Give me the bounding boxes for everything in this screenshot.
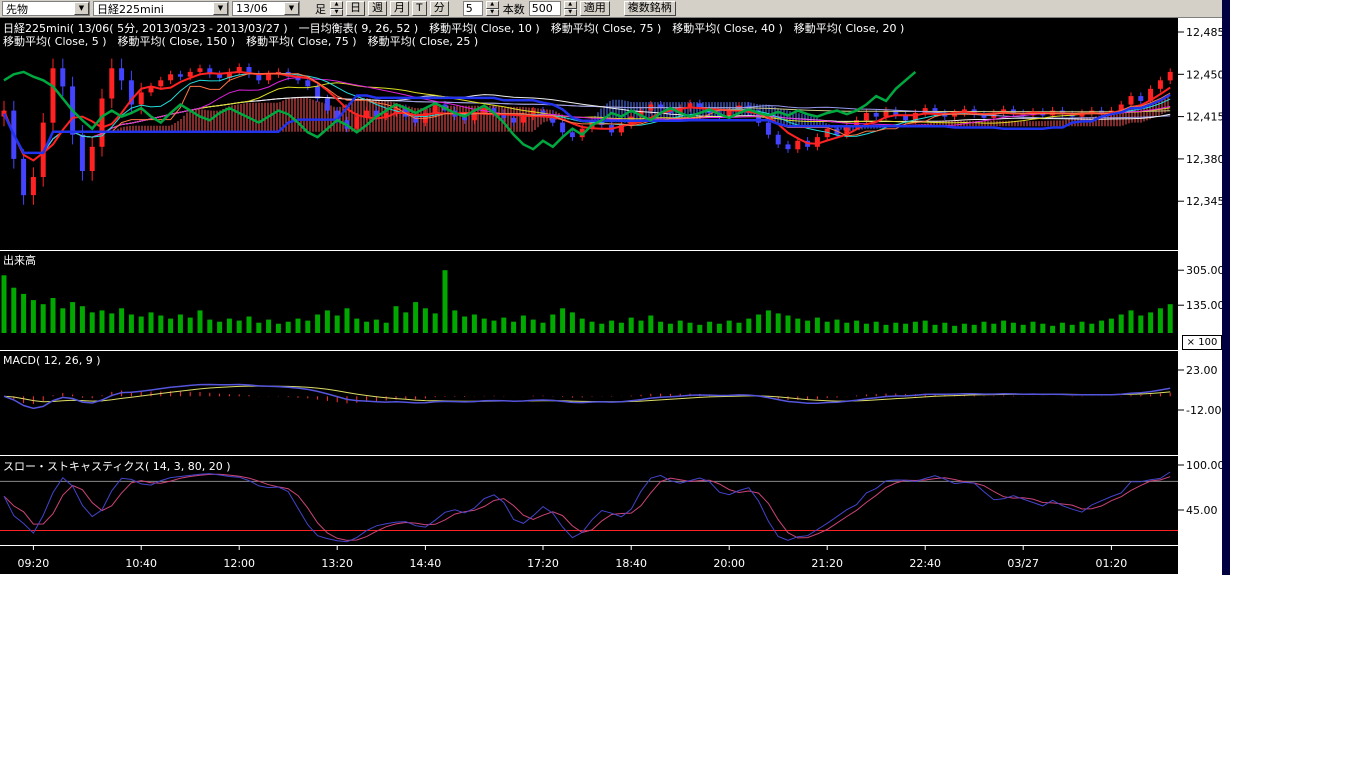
axis-label: 12,450 [1186,68,1222,81]
volume-bars [1,270,1173,333]
spinner-down-icon[interactable]: ▼ [563,8,577,16]
contract-select-value: 13/06 [236,2,268,15]
time-axis-label: 12:00 [223,557,255,570]
axis-label: 45.00 [1186,504,1218,517]
time-axis-label: 09:20 [18,557,50,570]
time-axis-label: 01:20 [1096,557,1128,570]
symbol-select-value: 日経225mini [97,2,164,16]
minute-count-input[interactable]: 5 [462,1,483,16]
panel-dividers [0,250,1178,575]
right-scrollbar[interactable] [1222,0,1230,575]
chevron-down-icon[interactable]: ▼ [213,2,228,15]
spinner-up-icon[interactable]: ▲ [563,1,577,9]
bars-count-input[interactable]: 500 [528,1,561,16]
category-select-value: 先物 [6,2,28,16]
timeframe-label: 足 [315,2,326,16]
moving-averages [3,70,1171,162]
timeframe-spinner[interactable]: ▲ ▼ [330,1,343,16]
tick-bar-button[interactable]: T [412,1,427,16]
chevron-down-icon[interactable]: ▼ [74,2,89,15]
time-axis-label: 10:40 [125,557,157,570]
axis-label: 12,380 [1186,153,1222,166]
category-select[interactable]: 先物 ▼ [2,1,90,16]
spinner-down-icon[interactable]: ▼ [330,8,343,16]
axis-label: 12,485 [1186,26,1222,39]
contract-select[interactable]: 13/06 ▼ [232,1,300,16]
week-bar-button[interactable]: 週 [368,1,387,16]
chart-area: 12,485 12,450 12,415 12,380 12,345 305.00 135.… [0,18,1222,575]
axis-label: 23.00 [1186,364,1218,377]
axis-label: 135.00 [1186,299,1222,312]
chart-application: 先物 ▼ 日経225mini ▼ 13/06 ▼ 足 ▲ ▼ 日 週 月 T 分 … [0,0,1230,575]
time-axis-label: 17:20 [527,557,559,570]
time-axis-label: 21:20 [811,557,843,570]
time-axis-label: 14:40 [410,557,442,570]
bars-count-spinner[interactable]: ▲ ▼ [563,1,577,16]
axis-label: 12,415 [1186,111,1222,124]
macd-lines [3,383,1171,410]
axis-label: 12,345 [1186,195,1222,208]
axis-label: -12.00 [1186,404,1221,417]
spinner-down-icon[interactable]: ▼ [485,8,499,16]
axis-label: 305.00 [1186,264,1222,277]
stoch-plot [0,471,1178,543]
ichimoku-lines [2,70,1171,155]
symbol-select[interactable]: 日経225mini ▼ [93,1,229,16]
time-axis-label: 18:40 [615,557,647,570]
bars-count-label: 本数 [502,2,525,16]
time-axis-label: 22:40 [909,557,941,570]
volume-multiplier-label: × 100 [1182,335,1222,350]
month-bar-button[interactable]: 月 [390,1,409,16]
multi-symbol-button[interactable]: 複数銘柄 [623,1,676,16]
chevron-down-icon[interactable]: ▼ [284,2,299,15]
time-axis-label: 13:20 [321,557,353,570]
minute-count-spinner[interactable]: ▲ ▼ [485,1,499,16]
apply-button[interactable]: 適用 [579,1,610,16]
time-axis-labels: 09:20 10:40 12:00 13:20 14:40 17:20 18:40 20:00… [18,545,1128,570]
minute-bar-button[interactable]: 分 [429,1,449,16]
time-axis-label: 03/27 [1007,557,1039,570]
axis-label: 100.00 [1186,459,1222,472]
toolbar: 先物 ▼ 日経225mini ▼ 13/06 ▼ 足 ▲ ▼ 日 週 月 T 分 … [0,0,1222,18]
chart-canvas[interactable]: 12,485 12,450 12,415 12,380 12,345 305.00 135.… [0,18,1222,575]
time-axis-label: 20:00 [713,557,745,570]
spinner-up-icon[interactable]: ▲ [330,1,343,9]
right-axis: 12,485 12,450 12,415 12,380 12,345 305.00 135.… [1178,18,1222,575]
day-bar-button[interactable]: 日 [346,1,365,16]
spinner-up-icon[interactable]: ▲ [485,1,499,9]
